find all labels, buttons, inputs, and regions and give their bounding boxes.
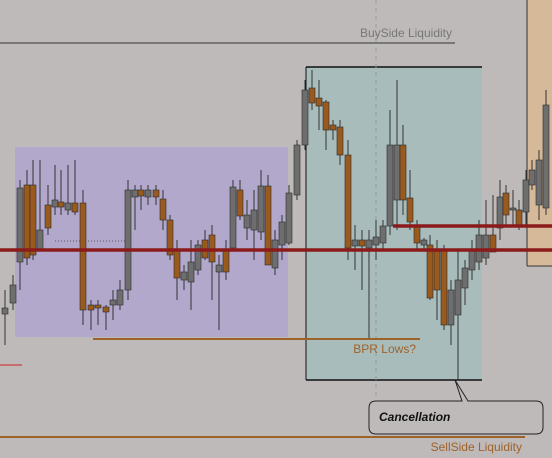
buyside-label: BuySide Liquidity	[360, 26, 452, 40]
candle-body	[393, 144, 401, 201]
candle-body	[102, 306, 110, 313]
candle-body	[413, 226, 421, 244]
candle-body	[278, 221, 286, 246]
candle-body	[433, 249, 441, 291]
candle-body	[440, 249, 448, 326]
candle-body	[215, 264, 223, 273]
candle-body	[293, 144, 301, 196]
candle-body	[502, 192, 510, 216]
candle-body	[301, 89, 309, 146]
candle-body	[44, 204, 52, 229]
candle-body	[159, 198, 167, 221]
candle-body	[468, 249, 476, 271]
candle-body	[71, 202, 79, 213]
candle-body	[222, 249, 230, 273]
candle-body	[137, 189, 145, 197]
candle-body	[257, 185, 265, 233]
candle-body	[116, 289, 124, 306]
candle-body	[152, 189, 160, 198]
candle-body	[351, 239, 359, 247]
candle-body	[173, 249, 181, 279]
candle-body	[194, 244, 202, 271]
candle-body	[166, 219, 174, 256]
candle-body	[535, 159, 543, 206]
candle-body	[131, 189, 139, 198]
candle-body	[344, 154, 352, 249]
candle-body	[461, 267, 469, 289]
candle-body	[358, 239, 366, 247]
candle-body	[57, 201, 65, 208]
candle-body	[144, 189, 152, 198]
candle-body	[187, 261, 195, 283]
candle-body	[336, 126, 344, 156]
candle-body	[496, 196, 504, 229]
candle-body	[509, 207, 517, 211]
candle-body	[29, 184, 37, 256]
candle-body	[528, 169, 536, 186]
candle-body	[426, 244, 434, 299]
candle-body	[285, 192, 293, 244]
candle-body	[271, 239, 279, 269]
candle-body	[447, 289, 455, 326]
candle-body	[329, 124, 337, 131]
candle-body	[482, 234, 490, 259]
candle-body	[522, 179, 530, 213]
candle-body	[109, 299, 117, 306]
candle-body	[229, 186, 237, 249]
candle-body	[515, 209, 523, 227]
candle-body	[1, 307, 9, 315]
candle-body	[315, 97, 323, 107]
candle-body	[51, 199, 59, 208]
candle-body	[322, 101, 330, 131]
candle-body	[250, 209, 258, 231]
zone-teal	[306, 67, 482, 380]
candle-body	[365, 239, 373, 249]
callout-label: Cancellation	[379, 410, 450, 424]
sellside-label: SellSide Liquidity	[431, 440, 522, 454]
candle-body	[420, 239, 428, 246]
candle-body	[489, 234, 497, 253]
candle-body	[124, 189, 132, 291]
candle-body	[9, 284, 17, 304]
candle-body	[64, 202, 72, 211]
candle-body	[36, 229, 44, 251]
candle-body	[399, 144, 407, 201]
candle-body	[94, 304, 102, 309]
candle-body	[236, 189, 244, 217]
candle-body	[87, 304, 95, 311]
candle-body	[243, 214, 251, 229]
candle-body	[372, 236, 380, 246]
zone-purple	[15, 147, 288, 337]
callout-box	[368, 379, 544, 435]
candle-body	[379, 225, 387, 244]
candle-body	[23, 184, 31, 259]
bpr-label: BPR Lows?	[353, 342, 416, 356]
candle-body	[454, 279, 462, 316]
candle-body	[406, 197, 414, 223]
candle-body	[180, 271, 188, 281]
candle-body	[386, 144, 394, 227]
candle-body	[264, 185, 272, 266]
candle-body	[308, 87, 316, 104]
candle-body	[542, 104, 550, 209]
candle-body	[79, 202, 87, 311]
candle-body	[16, 187, 24, 263]
